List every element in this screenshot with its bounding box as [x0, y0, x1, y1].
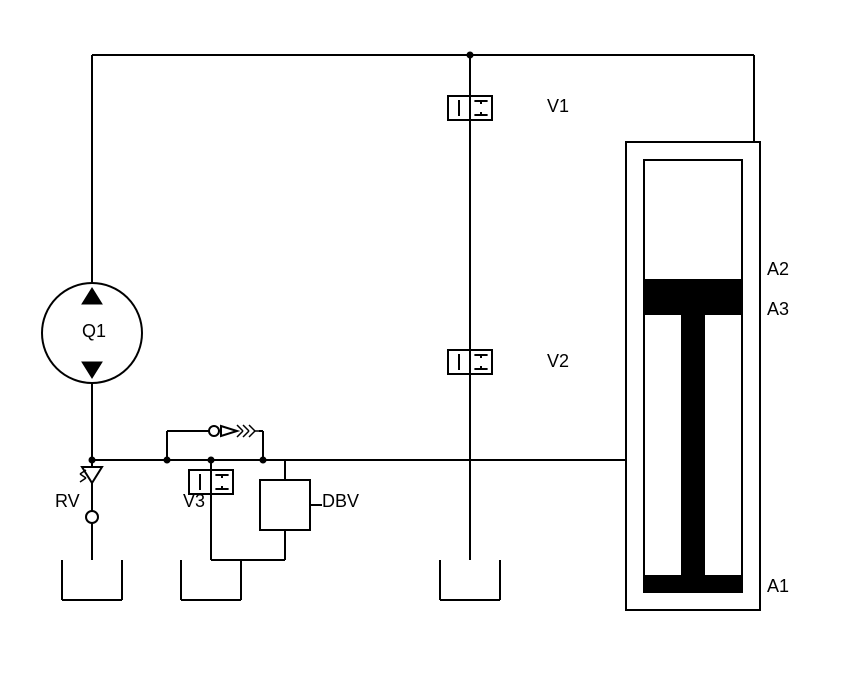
label-a2: A2 [767, 259, 789, 280]
schematic-canvas [0, 0, 846, 676]
label-v2: V2 [547, 351, 569, 372]
label-dbv: DBV [322, 491, 359, 512]
label-rv: RV [55, 491, 80, 512]
label-v1: V1 [547, 96, 569, 117]
label-a1: A1 [767, 576, 789, 597]
label-q1: Q1 [82, 321, 106, 342]
label-v3: V3 [183, 491, 205, 512]
label-a3: A3 [767, 299, 789, 320]
